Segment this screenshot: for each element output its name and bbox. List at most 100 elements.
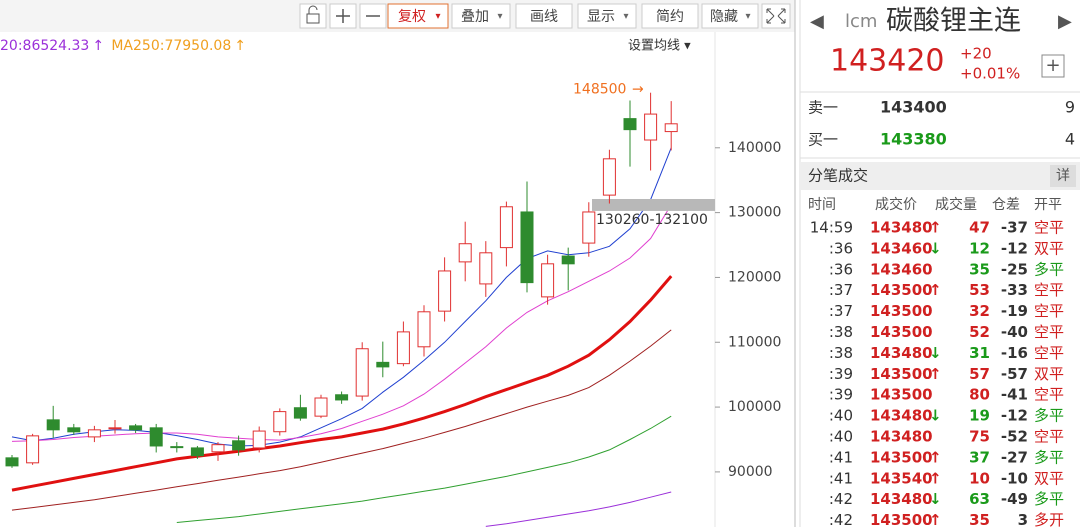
candle-body	[273, 411, 287, 433]
high-label: 148500	[573, 82, 626, 98]
trade-time: :37	[829, 302, 853, 320]
trade-type: 空平	[1034, 219, 1064, 237]
add-button[interactable]	[1041, 54, 1065, 78]
trade-price: 143480	[870, 344, 933, 362]
dropdown-arrow: ▾	[745, 11, 750, 22]
trade-volume: 37	[969, 448, 990, 466]
y-tick-label: 110000	[728, 334, 781, 350]
trade-volume: 10	[969, 469, 990, 487]
candle-body	[602, 158, 616, 196]
toolbar-button[interactable]	[641, 3, 699, 29]
trade-volume: 47	[969, 219, 990, 237]
trade-volume: 12	[969, 239, 990, 257]
fullscreen-button[interactable]	[761, 3, 791, 29]
high-arrow: →	[632, 82, 644, 98]
trade-volume: 63	[969, 490, 990, 508]
open-interest-change: -12	[1001, 407, 1028, 425]
open-interest-change: -52	[1001, 428, 1028, 446]
trade-price: 143500	[870, 511, 933, 527]
trade-price: 143480	[870, 428, 933, 446]
trade-price: 143500	[870, 386, 933, 404]
detail-button[interactable]	[1050, 165, 1076, 187]
ma-settings[interactable]: 设置均线 ▾	[628, 39, 691, 54]
trade-type: 空平	[1034, 428, 1064, 446]
trade-time: :39	[829, 386, 853, 404]
trade-volume: 75	[969, 428, 990, 446]
candle-body	[541, 263, 555, 298]
detail-label: 详	[1056, 168, 1070, 184]
candle-body	[417, 311, 431, 348]
trade-arrow: ↑	[929, 281, 942, 299]
open-interest-change: -25	[1001, 260, 1028, 278]
trade-volume: 52	[969, 323, 990, 341]
moving-average-line	[11, 147, 672, 447]
column-header: 成交量	[935, 196, 977, 213]
toolbar-button[interactable]	[577, 3, 637, 29]
trade-type: 多平	[1034, 448, 1064, 466]
trade-price: 143480	[870, 407, 933, 425]
gap-band	[592, 199, 715, 211]
toolbar-button[interactable]	[701, 3, 759, 29]
trade-time: :36	[829, 239, 853, 257]
candle-body	[149, 427, 163, 447]
price-change-pct: +0.01%	[960, 65, 1020, 83]
nav-right: ▶	[1058, 11, 1072, 32]
trade-time: :39	[829, 365, 853, 383]
column-header: 开平	[1034, 197, 1062, 213]
toolbar-button[interactable]	[451, 3, 511, 29]
toolbar-label: 简约	[656, 8, 684, 25]
candle-body	[376, 361, 390, 368]
candle-body	[314, 397, 328, 417]
book-qty: 9	[1065, 98, 1075, 117]
toolbar-label: 叠加	[461, 9, 489, 25]
toolbar-button[interactable]	[387, 3, 449, 29]
trade-volume: 57	[969, 365, 990, 383]
trade-time: :38	[829, 323, 853, 341]
candle-body	[479, 252, 493, 285]
candle-body	[5, 457, 19, 467]
trade-time: :36	[829, 260, 853, 278]
trade-arrow: ↑	[929, 448, 942, 466]
trade-type: 多开	[1034, 511, 1064, 527]
book-price: 143400	[880, 98, 947, 117]
lock-button[interactable]	[299, 3, 327, 29]
open-interest-change: -19	[1001, 302, 1028, 320]
candle-body	[335, 394, 349, 401]
y-tick-label: 130000	[728, 205, 781, 221]
trade-volume: 53	[969, 281, 990, 299]
legend-arrow: ↑	[234, 38, 246, 54]
column-header: 时间	[808, 197, 836, 213]
trade-volume: 35	[969, 260, 990, 278]
candle-body	[108, 427, 122, 430]
column-header: 仓差	[992, 197, 1020, 213]
trade-volume: 80	[969, 386, 990, 404]
trade-time: :38	[829, 344, 853, 362]
trade-time: :40	[829, 428, 853, 446]
trade-price: 143460	[870, 260, 933, 278]
candle-body	[46, 419, 60, 431]
trade-time: :42	[829, 511, 853, 527]
candle-body	[582, 211, 596, 244]
y-tick-label: 140000	[728, 140, 781, 156]
trade-arrow: ↑	[929, 511, 942, 527]
candle-body	[190, 447, 204, 457]
trade-volume: 32	[969, 302, 990, 320]
candle-body	[664, 123, 678, 133]
candle-body	[396, 331, 410, 365]
trade-volume: 31	[969, 344, 990, 362]
trade-time: :41	[829, 448, 853, 466]
gap-label: 130260-132100	[596, 212, 708, 228]
moving-average-line	[11, 329, 672, 511]
last-price: 143420	[830, 44, 945, 79]
candle-body	[170, 446, 184, 449]
open-interest-change: -27	[1001, 448, 1028, 466]
toolbar-button[interactable]	[515, 3, 573, 29]
trade-arrow: ↓	[929, 344, 942, 362]
trade-type: 空平	[1034, 281, 1064, 299]
open-interest-change: -10	[1001, 469, 1028, 487]
trade-price: 143500	[870, 281, 933, 299]
candle-body	[293, 407, 307, 419]
candle-body	[355, 348, 369, 397]
toolbar-label: 复权	[398, 8, 426, 25]
candle-body	[644, 113, 658, 141]
